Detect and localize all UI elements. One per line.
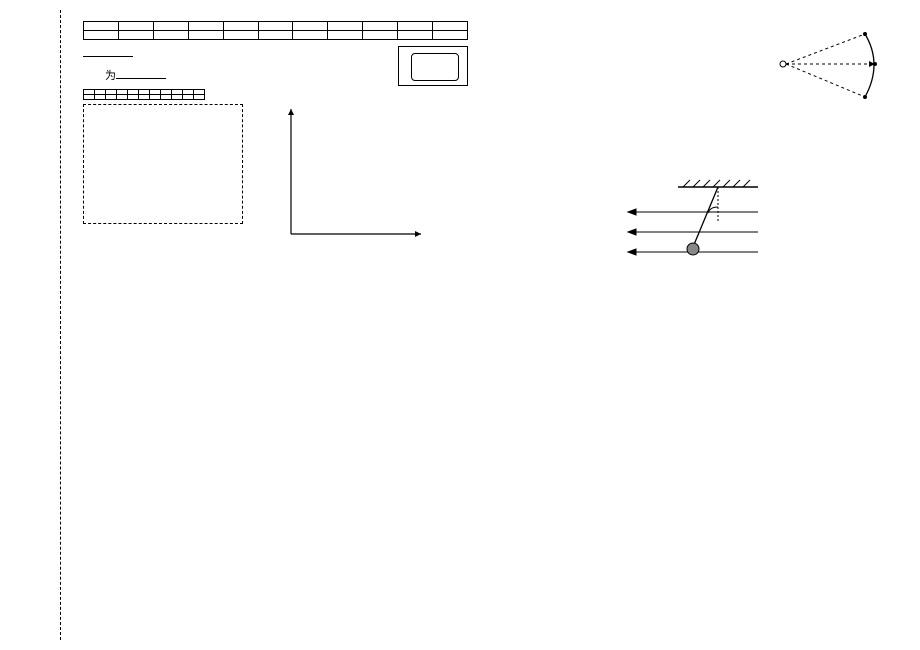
- cell: [139, 95, 150, 100]
- col-label: [84, 22, 119, 31]
- ans-cell[interactable]: [293, 31, 328, 40]
- cell: [194, 95, 205, 100]
- circuit-draw-box[interactable]: [83, 104, 243, 224]
- col-num: [328, 22, 363, 31]
- q13-figure: [775, 19, 885, 109]
- circuit-figure: [398, 46, 468, 86]
- col-num: [258, 22, 293, 31]
- binding-strip: [0, 0, 70, 650]
- grid-svg: [266, 104, 436, 244]
- row-label: [84, 95, 95, 100]
- iv-data-table: [83, 89, 205, 100]
- col-num: [188, 22, 223, 31]
- cell: [172, 95, 183, 100]
- ans-cell[interactable]: [258, 31, 293, 40]
- col-num: [363, 22, 398, 31]
- spacer: [500, 109, 885, 169]
- cell: [106, 95, 117, 100]
- ans-cell[interactable]: [363, 31, 398, 40]
- ans-cell[interactable]: [398, 31, 433, 40]
- ans-cell[interactable]: [223, 31, 258, 40]
- cell: [117, 95, 128, 100]
- cell: [161, 95, 172, 100]
- q14-figure: [618, 177, 768, 287]
- drawing-row: [83, 104, 468, 244]
- col-num: [153, 22, 188, 31]
- table-row: [84, 31, 468, 40]
- ans-label: [84, 31, 119, 40]
- ans-cell[interactable]: [433, 31, 468, 40]
- cell: [128, 95, 139, 100]
- ui-grid[interactable]: [266, 104, 436, 244]
- col-num: [118, 22, 153, 31]
- col-num: [433, 22, 468, 31]
- cell: [183, 95, 194, 100]
- table-row: [84, 22, 468, 31]
- col-num: [398, 22, 433, 31]
- q11-blank2[interactable]: [116, 78, 166, 79]
- ans-cell[interactable]: [328, 31, 363, 40]
- page-right: [495, 10, 890, 620]
- page-left: 为: [78, 10, 473, 620]
- cell: [150, 95, 161, 100]
- table-row: [84, 95, 205, 100]
- ans-cell[interactable]: [188, 31, 223, 40]
- ans-cell[interactable]: [153, 31, 188, 40]
- col-num: [293, 22, 328, 31]
- ans-cell[interactable]: [118, 31, 153, 40]
- col-num: [223, 22, 258, 31]
- cell: [95, 95, 106, 100]
- q11-blank1[interactable]: [83, 56, 133, 57]
- sewing-dashline: [60, 10, 61, 640]
- answer-table: [83, 21, 468, 40]
